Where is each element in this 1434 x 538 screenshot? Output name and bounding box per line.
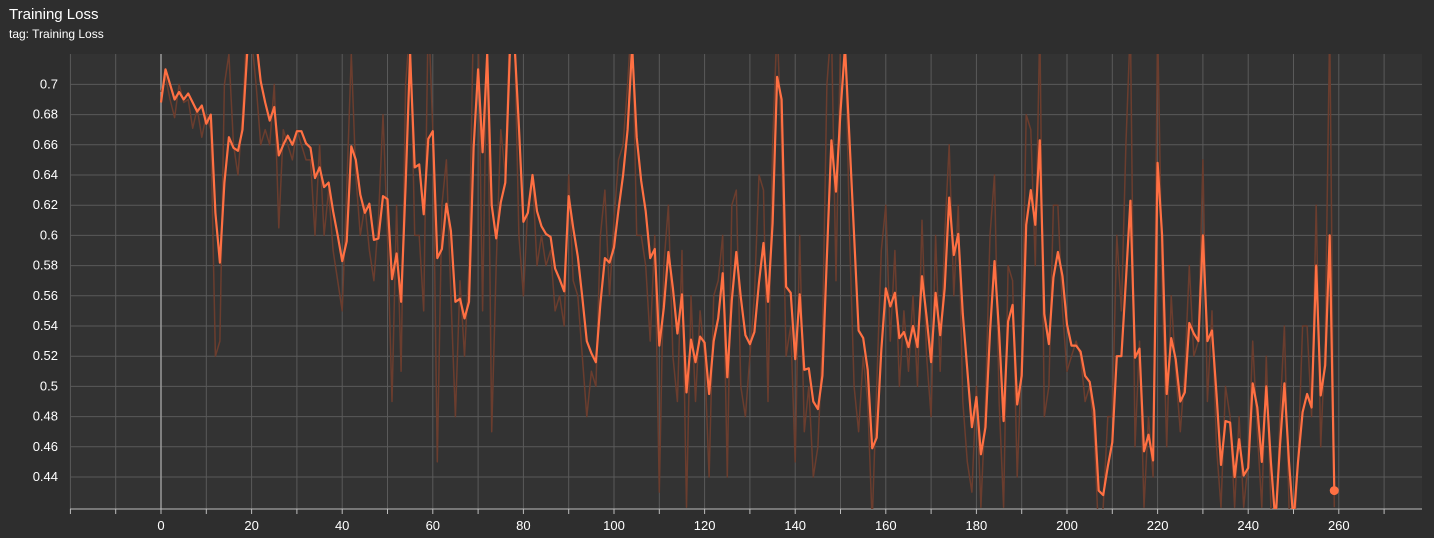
x-tick-label: 20 [244, 518, 258, 533]
x-tick-label: 80 [516, 518, 530, 533]
x-tick-label: 200 [1056, 518, 1078, 533]
y-tick-label: 0.46 [33, 439, 58, 454]
raw-series-line [160, 54, 1336, 509]
y-axis: 0.44 0.46 0.48 0.5 0.52 0.54 0.56 0.58 0.6 0.62 0.… [33, 76, 58, 484]
x-tick-label: 220 [1147, 518, 1169, 533]
y-tick-label: 0.68 [33, 107, 58, 122]
x-tick-label: 60 [426, 518, 440, 533]
smoothed-series-line [159, 54, 1336, 509]
plot-area [70, 54, 1422, 509]
y-tick-label: 0.66 [33, 137, 58, 152]
y-tick-label: 0.7 [40, 76, 58, 91]
x-tick-label: 180 [966, 518, 988, 533]
x-tick-label: 0 [157, 518, 164, 533]
y-tick-label: 0.54 [33, 318, 58, 333]
x-tick-label: 260 [1328, 518, 1350, 533]
chart-subtitle: tag: Training Loss [9, 27, 104, 41]
x-axis: 0 20 40 60 80 100 120 140 160 180 200 220 240 260 [69, 508, 1422, 533]
y-tick-label: 0.44 [33, 469, 58, 484]
y-tick-label: 0.58 [33, 258, 58, 273]
y-tick-label: 0.5 [40, 378, 58, 393]
chart-title: Training Loss [9, 6, 99, 23]
y-tick-label: 0.64 [33, 167, 58, 182]
x-tick-label: 160 [875, 518, 897, 533]
x-tick-label: 100 [603, 518, 625, 533]
series-group [159, 54, 1336, 509]
y-tick-label: 0.6 [40, 227, 58, 242]
marker-group [1329, 486, 1339, 496]
x-tick-label: 240 [1237, 518, 1259, 533]
x-tick-label: 120 [694, 518, 716, 533]
y-tick-label: 0.56 [33, 288, 58, 303]
last-point-marker[interactable] [1329, 486, 1339, 496]
y-tick-label: 0.48 [33, 409, 58, 424]
y-tick-label: 0.62 [33, 197, 58, 212]
x-tick-label: 140 [784, 518, 806, 533]
y-tick-label: 0.52 [33, 348, 58, 363]
x-tick-label: 40 [335, 518, 349, 533]
